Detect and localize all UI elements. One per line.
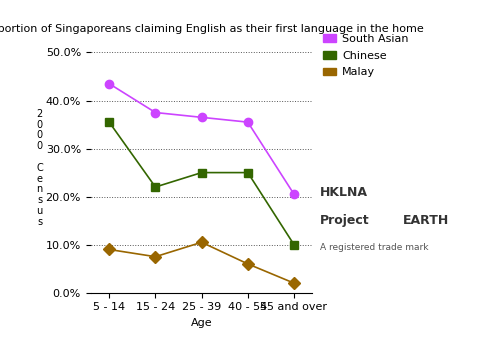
X-axis label: Age: Age (191, 318, 212, 328)
Legend: South Asian, Chinese, Malay: South Asian, Chinese, Malay (323, 34, 408, 77)
Title: Proportion of Singaporeans claiming English as their first language in the home: Proportion of Singaporeans claiming Engl… (0, 24, 423, 34)
Text: A registered trade mark: A registered trade mark (320, 243, 428, 252)
Y-axis label: 2
0
0
0

C
e
n
s
u
s: 2 0 0 0 C e n s u s (36, 109, 43, 227)
Text: HKLNA: HKLNA (320, 186, 368, 198)
Text: EARTH: EARTH (403, 214, 450, 227)
Text: Project: Project (320, 214, 369, 227)
